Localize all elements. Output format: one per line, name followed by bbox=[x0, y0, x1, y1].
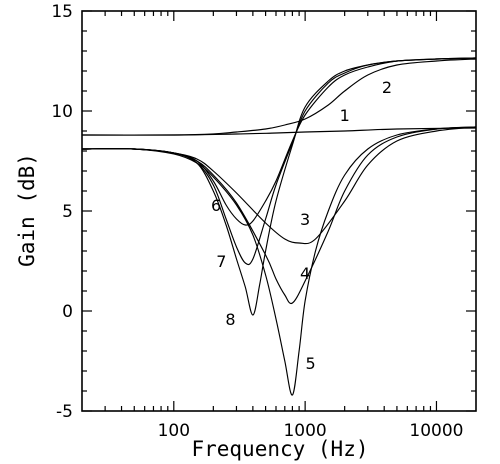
x-tick-label: 1000 bbox=[283, 421, 326, 441]
curve-6 bbox=[81, 57, 477, 226]
y-tick-label: 10 bbox=[51, 102, 73, 122]
x-axis-label: Frequency (Hz) bbox=[191, 437, 368, 461]
x-tick-label: 10000 bbox=[409, 421, 463, 441]
curves-layer bbox=[81, 57, 477, 396]
y-tick-label: 5 bbox=[62, 202, 73, 222]
curve-2 bbox=[81, 58, 477, 136]
curve-5 bbox=[81, 126, 477, 396]
curve-label-4: 4 bbox=[300, 264, 310, 283]
curve-8 bbox=[81, 57, 477, 316]
curve-label-1: 1 bbox=[340, 106, 350, 125]
y-tick-label: 0 bbox=[62, 302, 73, 322]
labels-layer: 100 1000 10000 -5 0 5 10 15 1 2 3 4 5 6 7 8 bbox=[51, 2, 463, 441]
ticks-layer bbox=[82, 10, 476, 412]
y-tick-label: -5 bbox=[56, 402, 73, 422]
y-tick-label: 15 bbox=[51, 2, 73, 22]
curve-label-6: 6 bbox=[211, 196, 221, 215]
curve-label-7: 7 bbox=[216, 252, 226, 271]
curve-4 bbox=[81, 126, 477, 305]
plot-frame bbox=[81, 10, 477, 412]
x-tick-label: 100 bbox=[158, 421, 190, 441]
curve-7 bbox=[81, 57, 477, 266]
curve-label-3: 3 bbox=[300, 210, 310, 229]
y-axis-label: Gain (dB) bbox=[15, 153, 39, 267]
curve-label-8: 8 bbox=[225, 310, 235, 329]
curve-label-2: 2 bbox=[382, 78, 392, 97]
curve-label-5: 5 bbox=[305, 354, 315, 373]
curve-3 bbox=[81, 126, 477, 245]
